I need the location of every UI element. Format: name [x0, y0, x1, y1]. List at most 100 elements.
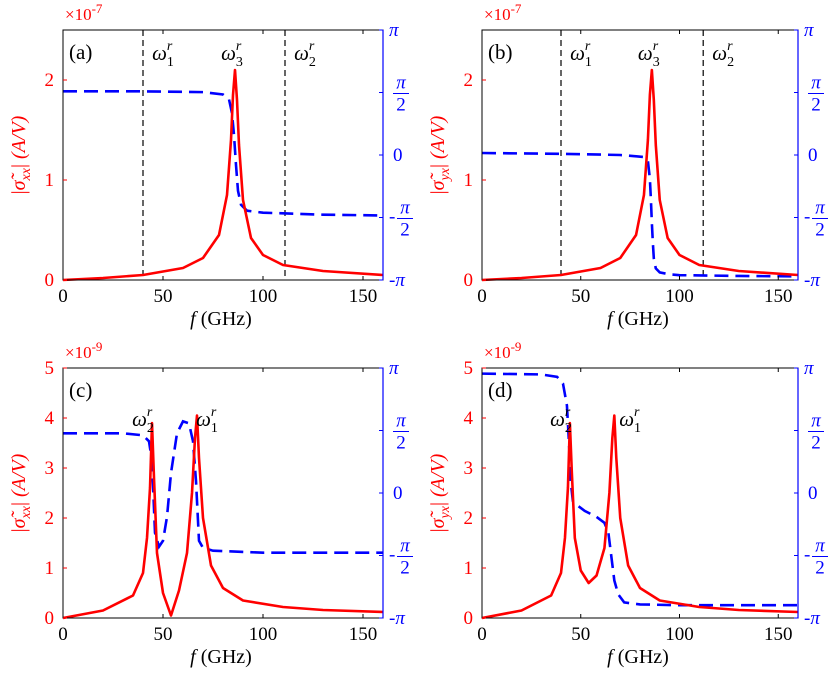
y-tick-label: 5 [464, 358, 474, 379]
y2-tick-label-num: π [815, 198, 825, 219]
panel-letter: (c) [69, 378, 92, 402]
x-tick-label: 100 [249, 286, 278, 307]
plot-frame [62, 29, 384, 281]
y-tick-label: 2 [45, 508, 55, 529]
y2-tick-label: π [389, 358, 399, 379]
x-tick-label: 50 [154, 286, 173, 307]
x-tick-label: 150 [349, 624, 378, 645]
plot-frame [62, 367, 384, 619]
y2-tick-label-sign: - [389, 207, 395, 228]
y2-tick-label-num: π [396, 411, 406, 432]
y-exponent-label: ×10-9 [484, 339, 521, 362]
y2-tick-label: π [389, 20, 399, 41]
panel-letter: (b) [488, 40, 513, 64]
y2-tick-label-den: 2 [815, 558, 825, 579]
y2-tick-label-den: 2 [811, 95, 821, 116]
y2-tick-label-den: 2 [400, 220, 410, 241]
y2-tick-0: 0 [393, 483, 403, 504]
y2-tick-label-num: π [811, 411, 821, 432]
peak-label-ω2r: ω2r [550, 405, 572, 436]
y2-tick-label-den: 2 [400, 558, 410, 579]
phase-series-line [63, 419, 383, 554]
y2-tick-label-den: 2 [396, 95, 406, 116]
y2-tick-label: -π [389, 608, 405, 629]
y2-tick--π/2: - π2 [389, 536, 413, 579]
y-tick-label: 0 [45, 608, 55, 629]
y2-tick-label: π [804, 358, 814, 379]
y-tick-label: 5 [45, 358, 55, 379]
y-tick-label: 2 [464, 70, 474, 91]
peak-label-ω3r: ω3r [638, 39, 660, 70]
y2-tick-label: 0 [808, 145, 818, 166]
y2-tick-π: π [389, 358, 399, 379]
x-tick-label: 0 [477, 286, 487, 307]
x-axis-title: f (GHz) [190, 308, 252, 330]
y-exponent-label: ×10-7 [65, 1, 103, 24]
x-tick-label: 0 [58, 624, 68, 645]
resonance-label-ω1r: ω1r [570, 39, 592, 70]
y-exponent-label: ×10-9 [65, 339, 102, 362]
y2-tick-π: π [804, 358, 814, 379]
y2-tick-π/2: π2 [808, 73, 824, 116]
y-tick-label: 2 [464, 508, 474, 529]
x-tick-label: 100 [665, 624, 694, 645]
y2-tick-label-num: π [400, 536, 410, 557]
y2-tick-label: -π [389, 270, 405, 291]
y2-tick-label: -π [804, 270, 820, 291]
y2-tick-label-num: π [396, 73, 406, 94]
y2-tick--π/2: - π2 [804, 198, 828, 241]
y2-tick-π: π [804, 20, 814, 41]
peak-label-ω1r: ω1r [619, 405, 641, 436]
magnitude-series-line [481, 414, 799, 620]
y2-tick--π: -π [804, 270, 820, 291]
y-axis-title: |σ̃yx| (A/V) [427, 115, 453, 194]
y-tick-label: 1 [464, 558, 474, 579]
x-tick-label: 50 [571, 624, 590, 645]
y-tick-label: 1 [45, 170, 55, 191]
y2-tick-π/2: π2 [393, 73, 409, 116]
resonance-label-ω2r: ω2r [712, 39, 734, 70]
y2-tick-0: 0 [808, 483, 818, 504]
y2-tick-label-sign: - [804, 545, 810, 566]
y2-tick-label-den: 2 [396, 433, 406, 454]
x-axis-title: f (GHz) [190, 646, 252, 668]
magnitude-series-line [62, 68, 384, 282]
x-tick-label: 150 [764, 624, 793, 645]
peak-label-ω3r: ω3r [221, 39, 243, 70]
x-tick-label: 150 [349, 286, 378, 307]
y2-tick-label-num: π [400, 198, 410, 219]
y-tick-label: 3 [464, 458, 474, 479]
y2-tick-label: 0 [393, 145, 403, 166]
x-tick-label: 150 [764, 286, 793, 307]
x-tick-label: 0 [58, 286, 68, 307]
x-tick-label: 100 [665, 286, 694, 307]
y-tick-label: 0 [464, 608, 474, 629]
y2-tick-label-num: π [811, 73, 821, 94]
y-tick-label: 1 [45, 558, 55, 579]
y-exponent-label: ×10-7 [484, 1, 522, 24]
y2-tick-label: 0 [393, 483, 403, 504]
y-axis-title: |σ̃xx| (A/V) [8, 453, 34, 532]
y2-tick-label-sign: - [389, 545, 395, 566]
y-axis-title: |σ̃xx| (A/V) [8, 115, 34, 194]
y-tick-label: 3 [45, 458, 55, 479]
y-tick-label: 0 [464, 270, 474, 291]
resonance-label-ω2r: ω2r [294, 39, 316, 70]
y2-tick-0: 0 [808, 145, 818, 166]
y2-tick-label-num: π [815, 536, 825, 557]
plot-frame [481, 367, 799, 619]
y2-tick--π/2: - π2 [804, 536, 828, 579]
y-tick-label: 4 [464, 408, 474, 429]
magnitude-series-line [481, 68, 799, 282]
y2-tick-π/2: π2 [808, 411, 824, 454]
resonance-label-ω1r: ω1r [152, 39, 174, 70]
x-tick-label: 50 [571, 286, 590, 307]
x-axis-title: f (GHz) [607, 308, 669, 330]
y-tick-label: 2 [45, 70, 55, 91]
y2-tick-label-den: 2 [811, 433, 821, 454]
